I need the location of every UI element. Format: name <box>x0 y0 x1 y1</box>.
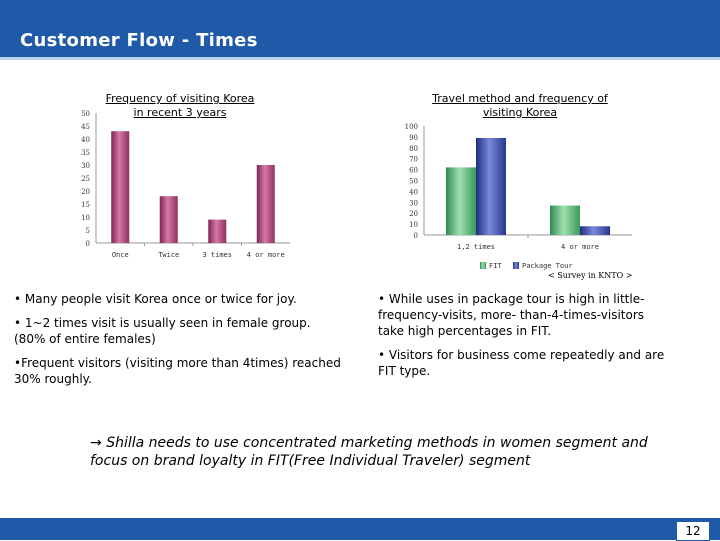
chart1-xtick-label: 3 times <box>202 251 232 259</box>
source-note: < Survey in KNTO > <box>548 271 633 280</box>
chart2-bar <box>476 137 506 235</box>
arrow-icon: → <box>90 435 102 451</box>
chart2-legend-swatch <box>513 262 519 269</box>
left-bullet-1: • Many people visit Korea once or twice … <box>14 292 297 306</box>
chart2-ytick-label: 50 <box>409 178 418 186</box>
chart1-bar <box>256 165 275 243</box>
chart1-bar <box>159 196 178 243</box>
chart2-ytick-label: 100 <box>405 123 418 131</box>
chart2-ytick-label: 30 <box>409 199 418 207</box>
chart2-legend-label: FIT <box>489 262 502 270</box>
chart1-ytick-label: 20 <box>81 188 90 196</box>
chart2-ytick-label: 90 <box>409 134 418 142</box>
chart2-ytick-label: 60 <box>409 167 418 175</box>
chart1-ytick-label: 45 <box>81 123 90 131</box>
charts-canvas: 0 5 10 15 20 25 30 35 40 45 50 Once Twice 3 times 4 or… <box>81 110 632 270</box>
conclusion-body: Shilla needs to use concentrated marketi… <box>90 435 648 469</box>
chart2-legend-swatch <box>480 262 486 269</box>
chart2-bar <box>550 205 580 235</box>
slide-title: Customer Flow - Times <box>20 30 258 51</box>
title-bar <box>0 0 720 60</box>
chart1-xtick-label: 4 or more <box>247 251 285 259</box>
chart1-bar <box>111 131 130 243</box>
chart1-ytick-label: 30 <box>81 162 90 170</box>
chart1-bar <box>208 219 227 243</box>
chart2-ytick-label: 70 <box>409 156 418 164</box>
right-bullet-1: • While uses in package tour is high in … <box>378 292 645 338</box>
chart1-ytick-label: 35 <box>81 149 90 157</box>
chart2-legend-label: Package Tour <box>522 262 573 270</box>
chart2-bar <box>446 167 476 235</box>
left-bullet-2: • 1~2 times visit is usually seen in fem… <box>14 316 311 346</box>
chart1-title: Frequency of visiting Korea in recent 3 … <box>105 92 255 119</box>
chart2-ytick-label: 40 <box>409 188 418 196</box>
chart2-ytick-label: 20 <box>409 210 418 218</box>
chart1-ytick-label: 0 <box>86 240 90 248</box>
chart2-ytick-label: 0 <box>414 232 418 240</box>
chart2-ytick-label: 80 <box>409 145 418 153</box>
right-bullets: • While uses in package tour is high in … <box>378 291 673 387</box>
chart2-xtick-label: 4 or more <box>561 243 599 251</box>
chart1-xtick-label: Twice <box>158 251 179 259</box>
left-bullet-3: •Frequent visitors (visiting more than 4… <box>14 356 341 386</box>
chart1-ytick-label: 25 <box>81 175 90 183</box>
footer-bar <box>0 518 720 540</box>
chart1-ytick-label: 15 <box>81 201 90 209</box>
chart1-ytick-label: 50 <box>81 110 90 118</box>
chart2-ytick-label: 10 <box>409 221 418 229</box>
chart1-xtick-label: Once <box>112 251 129 259</box>
left-bullets: • Many people visit Korea once or twice … <box>14 291 344 395</box>
chart1-ytick-label: 40 <box>81 136 90 144</box>
chart2-xtick-label: 1,2 times <box>457 243 495 251</box>
conclusion-text: → Shilla needs to use concentrated marke… <box>90 434 650 470</box>
chart2-title: Travel method and frequency of visiting … <box>432 92 608 119</box>
chart1-ytick-label: 5 <box>86 227 90 235</box>
right-bullet-2: • Visitors for business come repeatedly … <box>378 348 665 378</box>
page-number: 12 <box>676 521 710 541</box>
chart2-bar <box>580 226 610 235</box>
chart1-ytick-label: 10 <box>81 214 90 222</box>
